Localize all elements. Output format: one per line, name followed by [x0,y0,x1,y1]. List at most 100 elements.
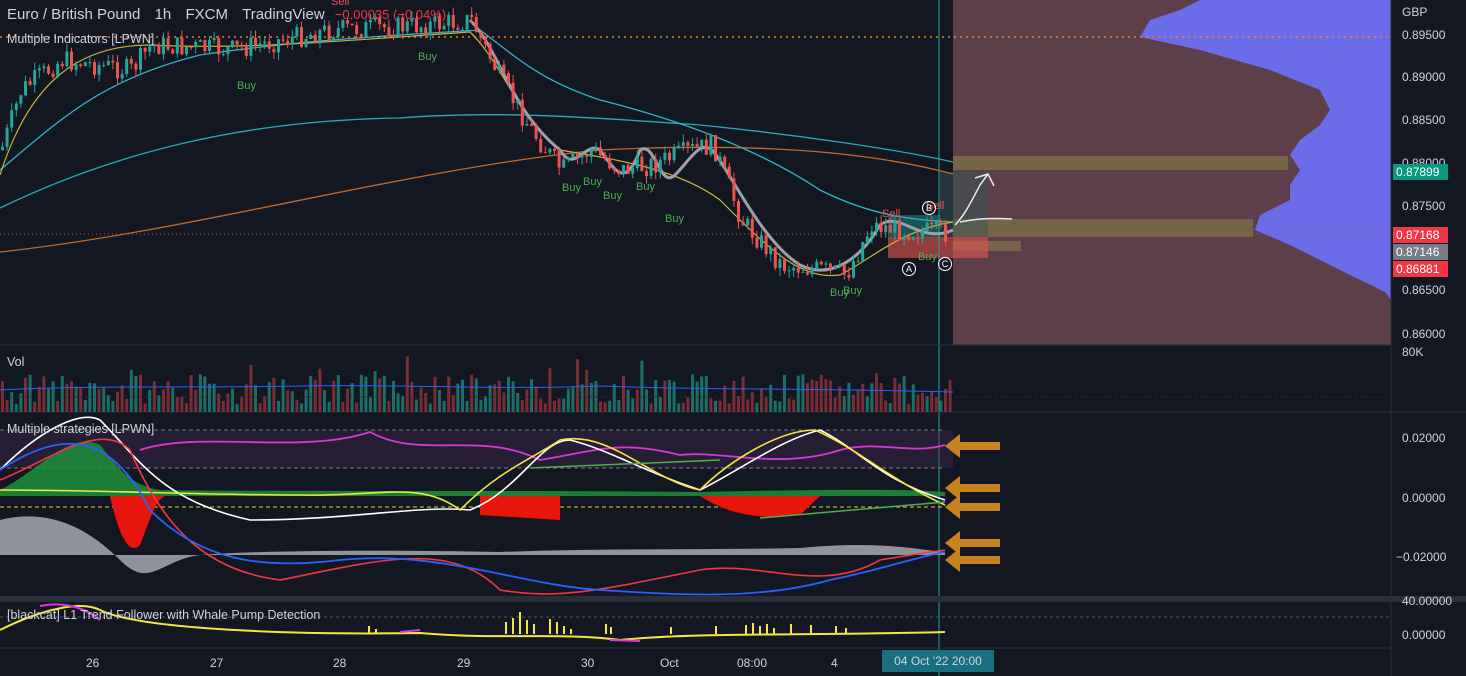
candle-body [691,144,694,146]
volume-bar [189,375,193,412]
symbol-name[interactable]: Euro / British Pound [7,6,141,23]
strategies-pane [0,416,953,596]
volume-bar [24,377,27,412]
candle-body [231,40,234,47]
volume-bar [5,400,9,412]
volume-bar [405,356,409,412]
volume-bar [304,389,308,412]
volume-bar [861,383,865,412]
volume-bar [783,374,786,412]
platform: TradingView [242,6,325,23]
candle-body [226,46,230,55]
volume-bar [111,401,115,412]
candle-body [93,62,96,75]
volume-ma [0,385,954,393]
candle-body [925,222,929,231]
candle-body [254,37,257,46]
volume-bar [875,373,878,412]
volume-bar [787,398,791,412]
candle-body [479,32,483,38]
indicator-strategies[interactable]: Multiple strategies [LPWN] [7,422,155,436]
indicator-trend[interactable]: [blackcat] L1 Trend Follower with Whale … [7,608,321,622]
volume-bar [309,375,313,412]
volume-bar [14,403,18,412]
candle-body [346,20,349,24]
volume-bar [83,399,87,412]
whale-bars [368,612,847,634]
candle-body [341,20,345,28]
whale-bar [790,624,792,634]
whale-bar [526,620,528,634]
volume-bar [203,376,207,412]
volume-bar [387,400,391,412]
candle-body [433,16,437,22]
volume-bar [815,380,819,412]
whale-bar [563,626,565,634]
volume-bar [916,394,920,412]
trend-line-pink [39,603,641,642]
candle-body [198,40,202,42]
candle-body [171,49,175,54]
whale-bar [375,629,377,634]
whale-bar [773,628,775,634]
candle-body [212,38,216,41]
volume-bar [507,376,510,412]
candle-body [83,62,87,67]
indicator-main[interactable]: Multiple Indicators [LPWN] [7,32,155,46]
buy-signal: Buy [830,287,849,299]
volume-bar [208,383,211,412]
candle-body [704,139,708,155]
buy-signal: Buy [603,190,622,202]
candle-body [861,242,865,261]
volume-bar [240,396,244,412]
whale-bar [570,629,572,634]
point-c-marker: C [938,257,952,271]
volume-bar [944,388,947,412]
candle-body [589,149,593,157]
volume-bar [79,386,83,412]
time-label: 27 [210,656,224,670]
whale-bar [835,626,837,634]
ma-teal-slow [0,114,954,209]
candle-body [111,60,115,63]
candle-body [530,123,533,126]
candle-body [484,37,487,44]
price-tick: 0.86500 [1402,283,1446,297]
volume-bar [231,388,234,412]
candle-body [217,38,221,55]
volume-bar [479,399,483,412]
volume-bar [148,389,152,412]
volume-bar [281,379,285,412]
candle-body [189,47,193,49]
volume-bar [530,379,533,412]
interval[interactable]: 1h [154,6,172,23]
volume-bar [539,398,543,412]
volume-bar [516,393,520,412]
volume-bar [497,380,501,412]
indicator-volume[interactable]: Vol [7,355,25,369]
candle-body [33,70,37,85]
volume-bar [842,395,846,412]
volume-bar [369,396,372,412]
volume-bar [300,403,303,412]
candle-body [773,247,777,268]
volume-bar [502,392,506,412]
candle-body [709,134,713,155]
candle-body [594,147,598,150]
candle-body [235,40,239,45]
candle-body [415,18,418,33]
candle-body [497,64,501,70]
volume-bar [102,387,106,412]
volume-bar [534,386,538,412]
whale-bar [670,627,672,634]
candle-body [668,152,671,161]
candle-body [1,146,4,150]
volume-bar [318,368,322,412]
volume-bar [382,375,386,412]
candle-body [456,27,460,30]
volume-bar [755,402,759,412]
whale-bar [512,618,514,634]
volume-bar [373,371,377,412]
candle-body [162,38,165,55]
